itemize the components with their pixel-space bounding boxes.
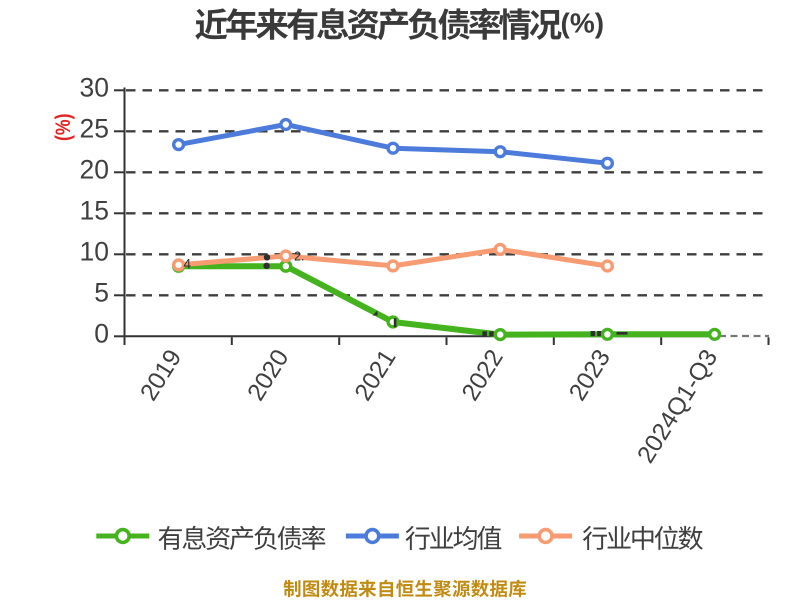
svg-text:(%): (%) <box>52 114 75 142</box>
svg-text:4: 4 <box>184 257 192 272</box>
svg-text:10: 10 <box>80 236 109 266</box>
svg-text:5: 5 <box>94 277 109 307</box>
svg-text:(%): (%) <box>561 8 605 39</box>
svg-text:2.: 2. <box>294 250 304 264</box>
svg-text:20: 20 <box>80 154 109 184</box>
svg-text:30: 30 <box>80 72 109 102</box>
svg-text:0: 0 <box>94 318 109 348</box>
svg-text:15: 15 <box>80 195 109 225</box>
svg-text:25: 25 <box>80 113 109 143</box>
